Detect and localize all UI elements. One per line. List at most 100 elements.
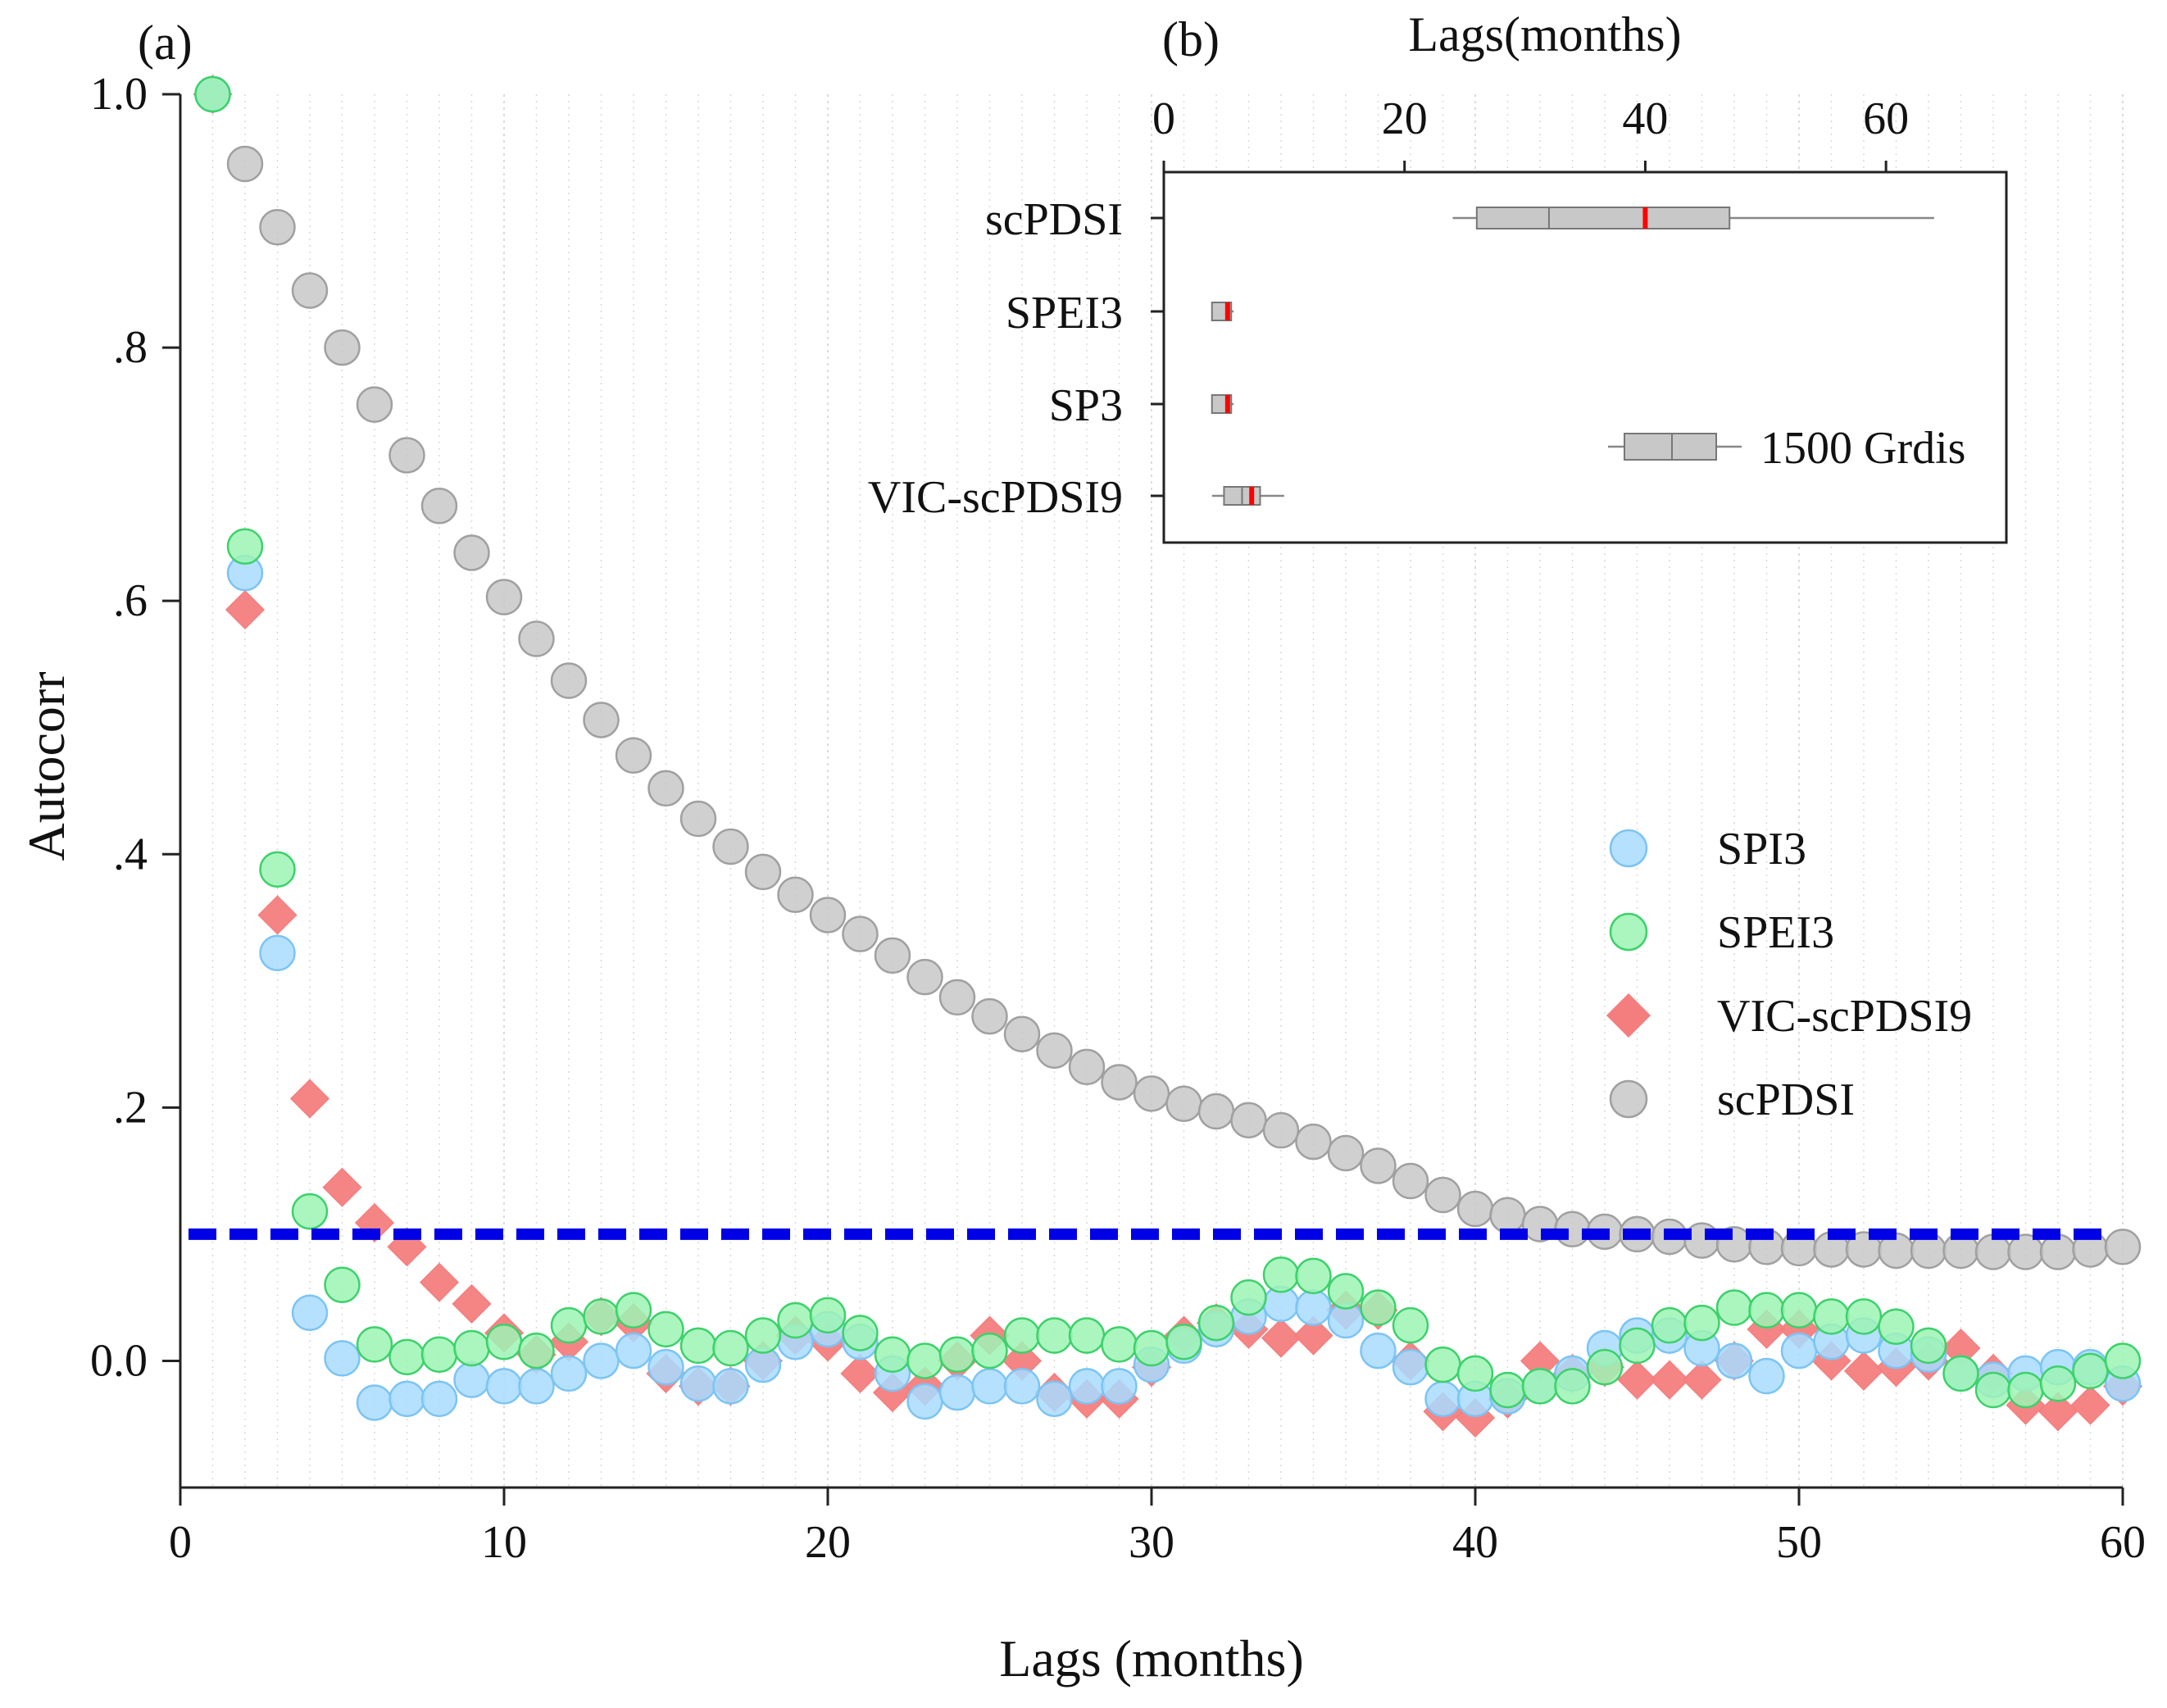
inset-category-label: SPEI3 (1006, 288, 1123, 338)
data-point (1649, 1360, 1690, 1400)
data-point (2070, 1385, 2110, 1425)
data-point (1489, 1197, 1526, 1233)
data-point (712, 1368, 749, 1405)
data-point (1554, 1368, 1591, 1405)
data-point (777, 1301, 814, 1339)
data-point (809, 897, 847, 933)
data-point (809, 1297, 847, 1334)
data-point (1456, 1355, 1494, 1392)
data-point (971, 1368, 1008, 1405)
data-point (971, 1332, 1008, 1370)
panel-a-chart: (a) 0 10 20 30 40 50 60 0.0 .2 .4 .6 .8 1.0 Lags (m… (17, 16, 2146, 1688)
data-point (1392, 1348, 1429, 1386)
data-point (2104, 1229, 2142, 1265)
data-series (193, 74, 2143, 1438)
data-point (1003, 1317, 1041, 1354)
data-point (1489, 1371, 1526, 1409)
y-tick-label: .8 (113, 322, 148, 373)
data-point (356, 386, 393, 423)
data-point (1197, 1304, 1235, 1342)
y-axis-title: Autocorr (17, 671, 75, 861)
data-point (518, 620, 555, 657)
data-point (971, 997, 1008, 1035)
data-point (259, 851, 296, 888)
data-point (485, 579, 523, 616)
data-point (583, 1342, 620, 1379)
data-point (194, 75, 231, 113)
data-point (1261, 1318, 1302, 1358)
data-point (1262, 1111, 1300, 1149)
data-point (1293, 1315, 1333, 1356)
data-point (388, 1338, 425, 1376)
series-spei3 (194, 75, 2142, 1409)
data-point (938, 1336, 976, 1373)
data-point (1715, 1289, 1753, 1326)
data-point (1036, 1032, 1073, 1070)
y-tick-label: .6 (113, 575, 148, 626)
data-point (1068, 1368, 1106, 1405)
panel-b-label: (b) (1162, 12, 1220, 66)
data-point (1101, 1064, 1138, 1101)
x-tick-label: 0 (169, 1517, 192, 1568)
data-point (1586, 1348, 1624, 1386)
inset-legend-box (1624, 433, 1717, 461)
panel-b-inset: (b) Lags(months) 0 20 40 60 scPDSI SPEI3 SP3 V… (868, 7, 2008, 544)
data-point (1327, 1273, 1365, 1310)
x-tick-label: 10 (481, 1517, 527, 1568)
data-point (1165, 1085, 1202, 1122)
data-point (2039, 1365, 2077, 1402)
data-point (1843, 1351, 1884, 1391)
data-point (874, 937, 911, 974)
inset-boxplots: scPDSI SPEI3 SP3 VIC-scPDSI9 (868, 194, 1934, 523)
legend-marker (1606, 993, 1651, 1038)
data-point (1036, 1317, 1073, 1354)
data-point (1133, 1075, 1170, 1112)
inset-category-label: scPDSI (985, 194, 1123, 245)
data-point (2104, 1342, 2142, 1379)
x-axis-title: Lags (months) (999, 1629, 1304, 1688)
legend-marker (1609, 1079, 1648, 1119)
data-point (1003, 1368, 1041, 1405)
data-point (1360, 1332, 1397, 1370)
inset-x-axis-title: Lags(months) (1408, 7, 1681, 61)
data-point (1424, 1346, 1461, 1383)
data-point (583, 702, 620, 738)
data-point (2007, 1371, 2044, 1409)
data-point (420, 1380, 458, 1418)
data-point (1617, 1360, 1657, 1400)
data-point (1392, 1162, 1429, 1200)
data-point (388, 437, 425, 474)
data-point (1682, 1360, 1722, 1400)
data-point (1683, 1304, 1720, 1342)
y-tick-label: 0.0 (90, 1335, 148, 1386)
legend-label: SPI3 (1717, 824, 1806, 874)
x-tick-label: 30 (1129, 1517, 1174, 1568)
data-point (1651, 1306, 1688, 1344)
data-point (226, 528, 264, 565)
data-point (259, 934, 296, 972)
data-point (1262, 1256, 1300, 1293)
x-axis-ticks: 0 10 20 30 40 50 60 (169, 1488, 2146, 1568)
data-point (679, 800, 717, 838)
data-point (1424, 1380, 1461, 1418)
data-point (1068, 1317, 1106, 1354)
inset-x-tick-label: 40 (1622, 93, 1668, 144)
data-point (485, 1324, 523, 1360)
data-point (744, 1317, 782, 1354)
x-tick-label: 50 (1776, 1517, 1822, 1568)
boxplot-sp3: SP3 (1049, 380, 1234, 431)
data-point (257, 895, 298, 935)
data-point (2038, 1392, 2078, 1432)
data-point (1230, 1102, 1267, 1139)
data-point (1197, 1092, 1235, 1130)
inset-legend: 1500 Grdis (1608, 423, 1965, 474)
data-point (550, 662, 588, 699)
data-point (1780, 1332, 1818, 1370)
data-point (1748, 1292, 1785, 1329)
data-point (324, 1266, 361, 1303)
data-point (906, 1342, 943, 1379)
data-point (291, 272, 329, 309)
inset-frame (1162, 170, 2008, 544)
data-point (1295, 1289, 1332, 1326)
